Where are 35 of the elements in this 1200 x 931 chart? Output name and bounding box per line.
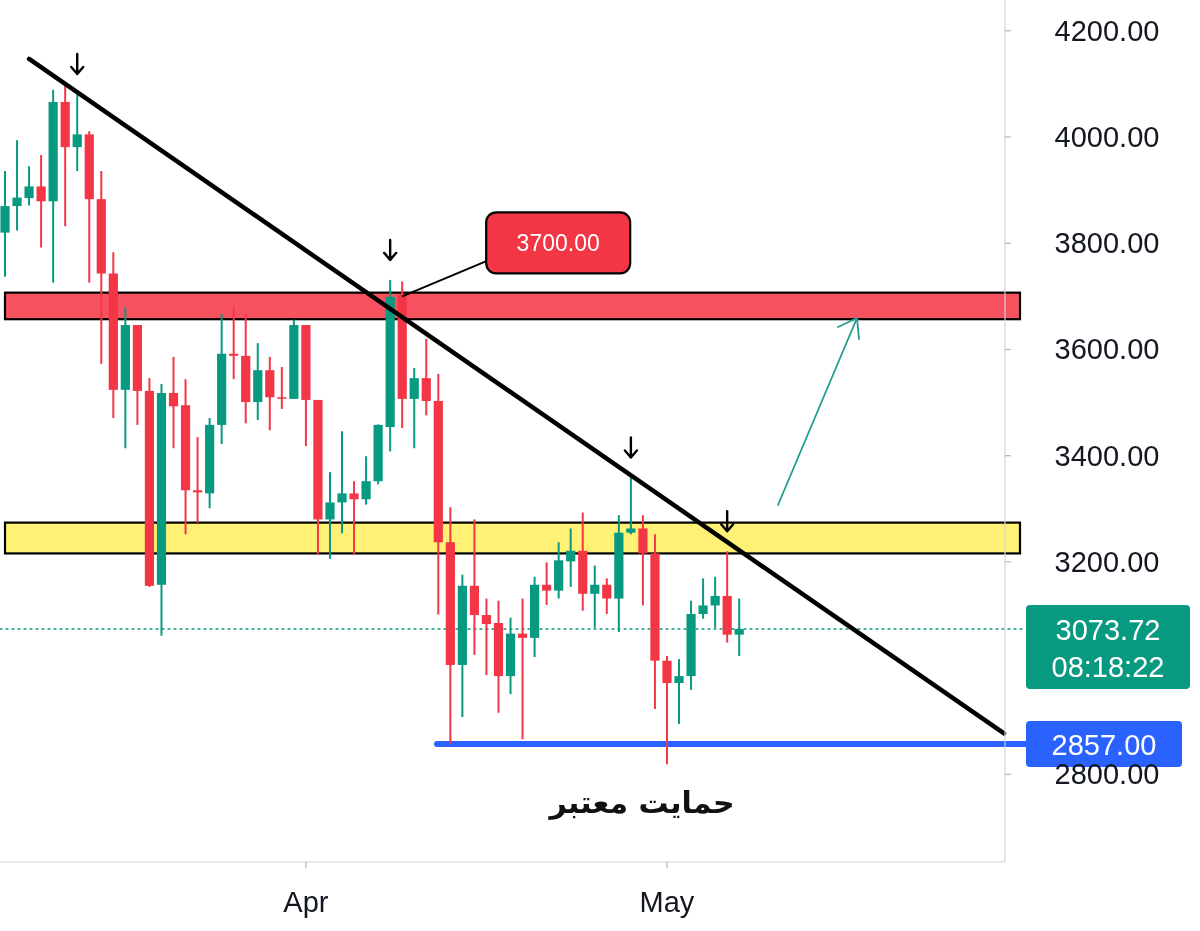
x-tick-label: Apr [283, 886, 329, 918]
candlestick [337, 430, 347, 535]
candlestick [277, 366, 287, 410]
candlestick [325, 471, 335, 560]
candlestick [12, 139, 22, 232]
candlestick [602, 577, 612, 615]
candlestick [24, 165, 34, 207]
candlestick [349, 480, 359, 556]
candlestick [421, 337, 431, 417]
y-tick-label: 3600.00 [1054, 333, 1160, 366]
candlestick [662, 654, 672, 766]
annotation: حمایت معتبر [547, 784, 735, 820]
text: 08:18:22 [1051, 650, 1165, 683]
x-tick-label: May [639, 886, 695, 918]
candlestick [361, 455, 371, 506]
annotation: 3700.00 [516, 230, 600, 257]
candlestick [192, 436, 203, 524]
y-tick-label: 3200.00 [1054, 545, 1160, 578]
candlestick [168, 355, 179, 450]
candlestick [517, 597, 528, 741]
y-tick-label: 3800.00 [1054, 227, 1160, 260]
y-tick-label: 4000.00 [1054, 121, 1160, 154]
candlestick [229, 306, 239, 381]
candlestick [542, 561, 552, 606]
candlestick [72, 93, 82, 173]
candlestick [36, 154, 46, 249]
candlestick [566, 527, 576, 588]
candlestick [409, 367, 419, 450]
y-tick-label: 3400.00 [1054, 439, 1160, 472]
ref-line-label: 3073.72 [1055, 613, 1161, 646]
candlestick [698, 577, 708, 620]
y-tick-label: 4200.00 [1054, 14, 1160, 47]
candlestick [674, 658, 684, 725]
candlestick [481, 597, 492, 677]
candlestick [626, 476, 636, 536]
